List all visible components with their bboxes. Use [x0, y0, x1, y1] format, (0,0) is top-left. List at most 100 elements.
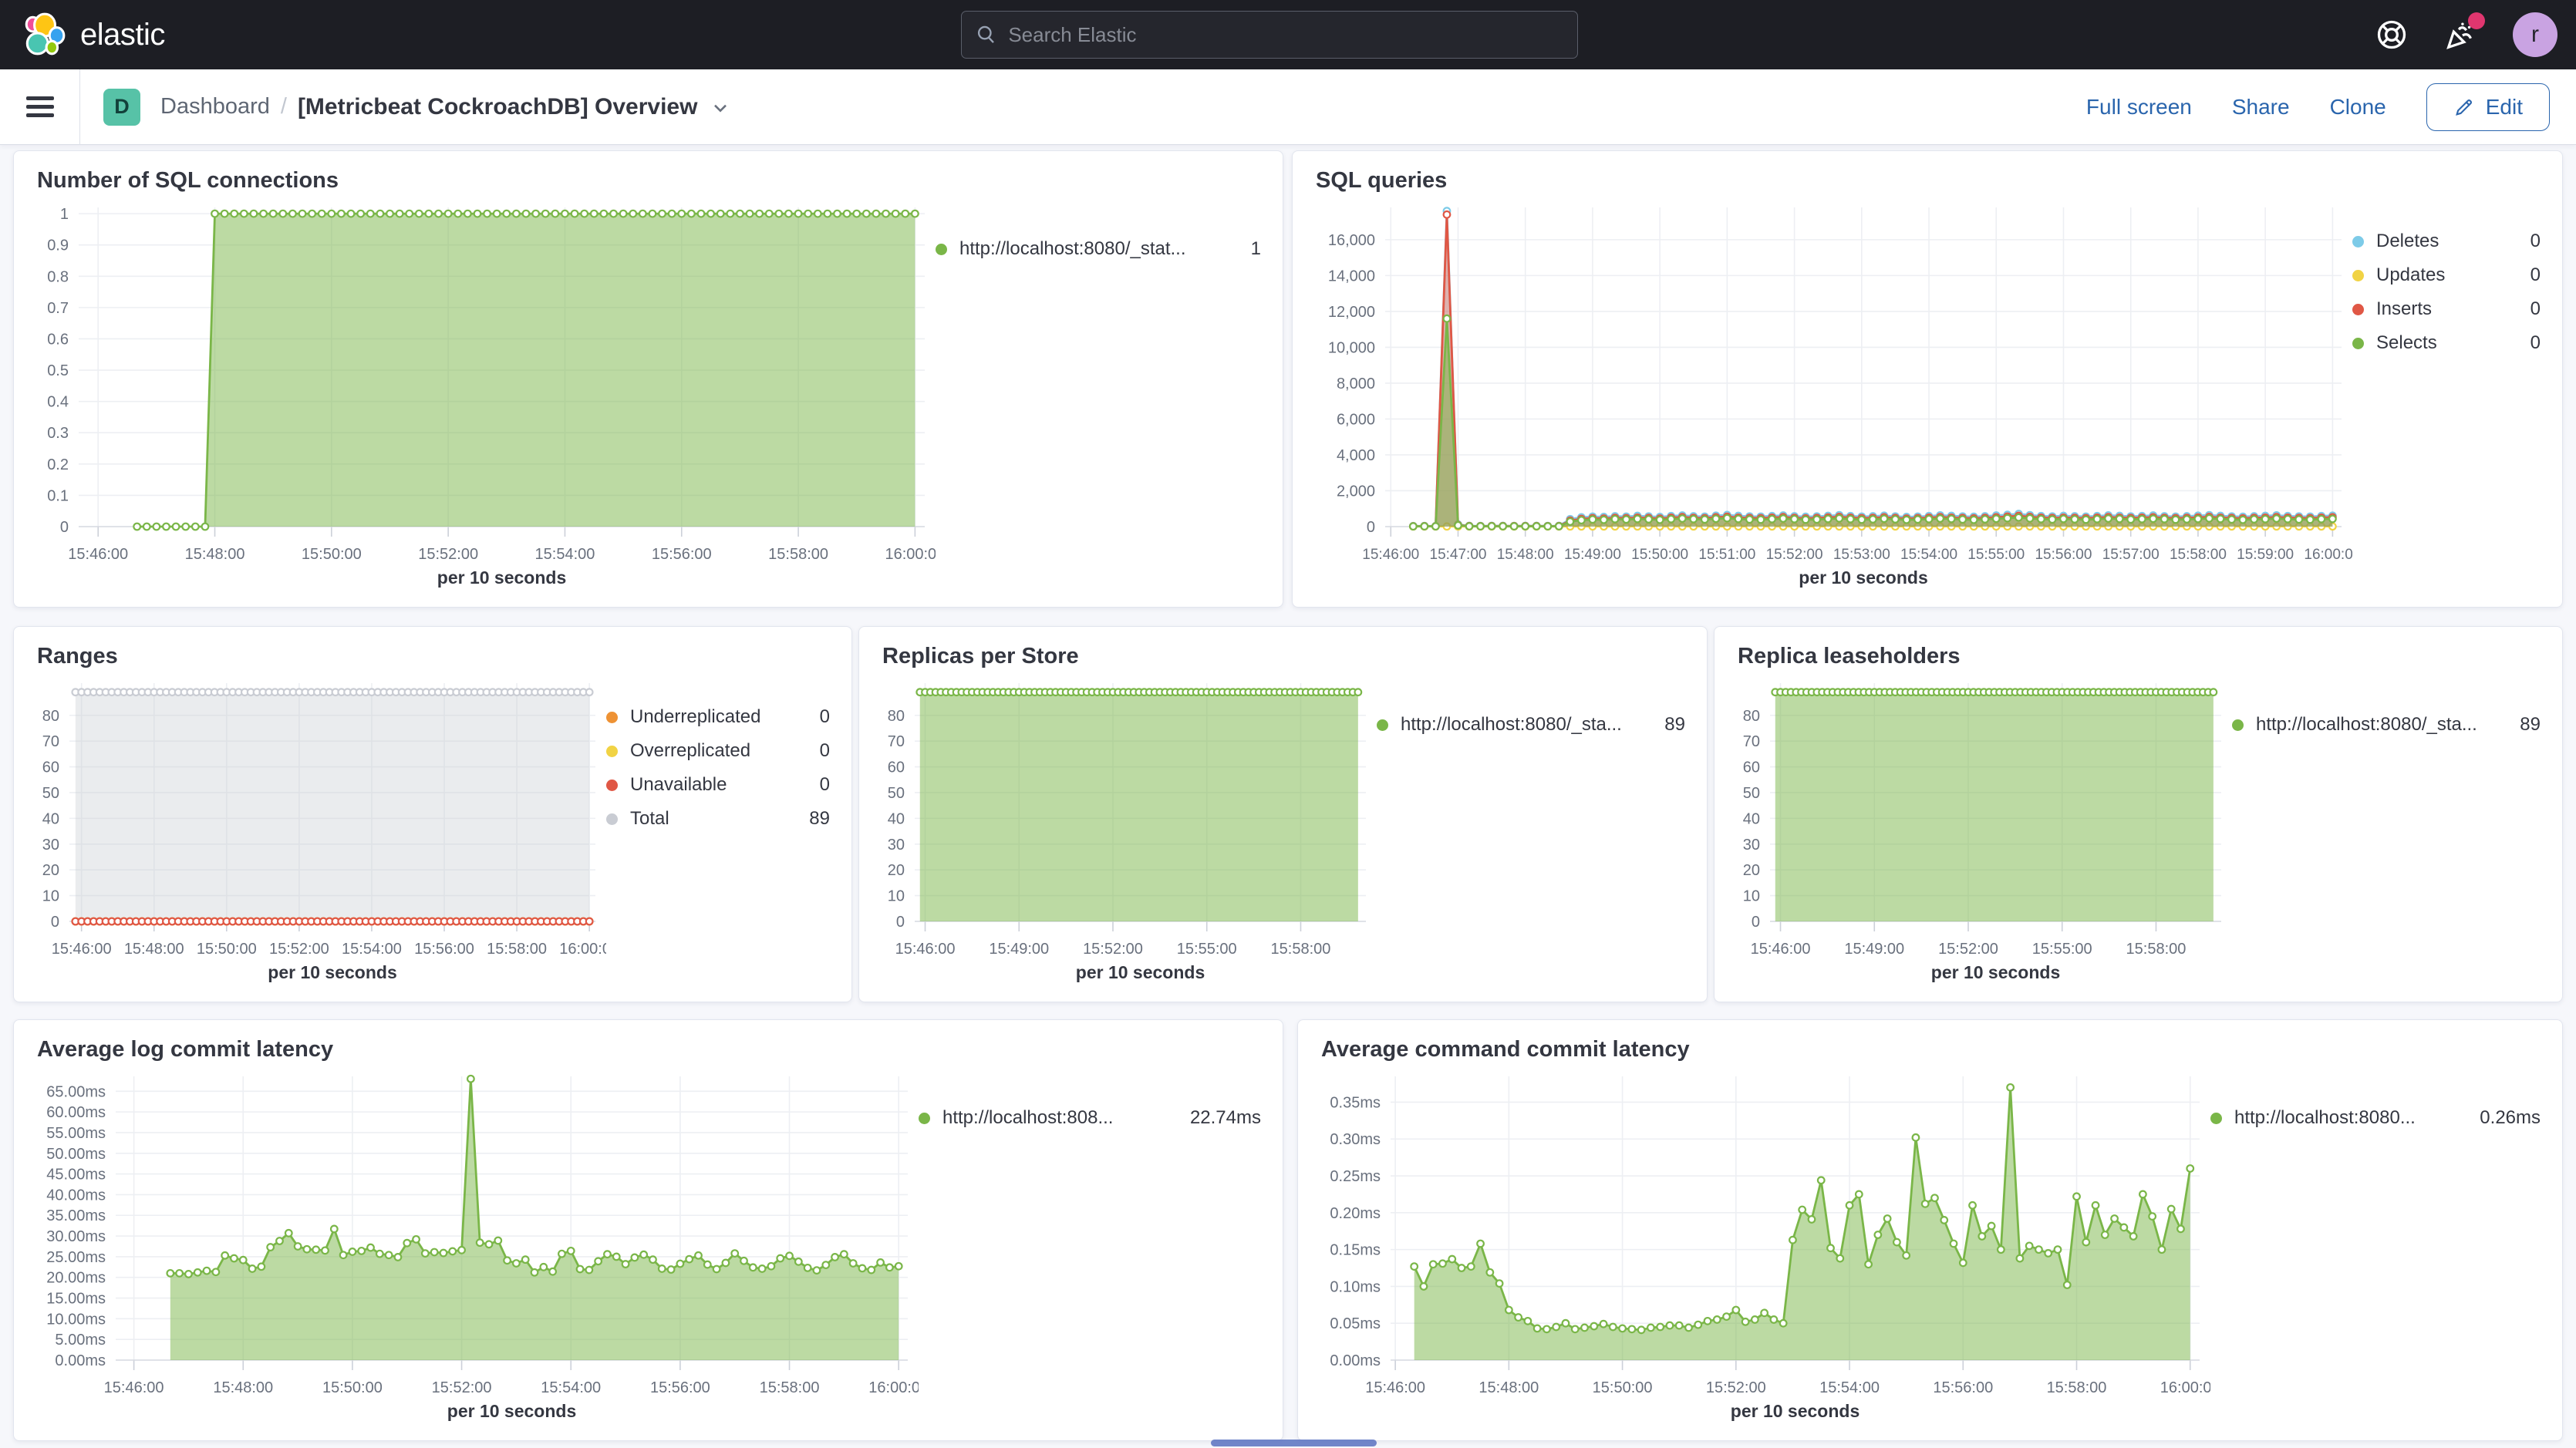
svg-text:15:52:00: 15:52:00	[269, 941, 329, 958]
elastic-logo[interactable]: elastic	[0, 11, 324, 59]
svg-text:15:51:00: 15:51:00	[1698, 547, 1755, 563]
chart-canvas-replica-leaseholders[interactable]: 15:46:00 15:49:00 15:52:00 15:55:00 15:58:00…	[1730, 672, 2232, 989]
svg-text:15:53:00: 15:53:00	[1833, 547, 1890, 563]
panel-number-of-sql-connections: Number of SQL connections 15:46:00 15:48:…	[13, 150, 1283, 608]
legend-item[interactable]: Deletes 0	[2352, 224, 2541, 258]
svg-text:per 10 seconds: per 10 seconds	[447, 1401, 576, 1421]
legend-item[interactable]: http://localhost:8080/_sta... 89	[2232, 708, 2541, 742]
brand-wordmark: elastic	[80, 17, 165, 52]
elastic-logo-icon	[25, 12, 66, 56]
legend-dot	[606, 745, 618, 757]
svg-text:30: 30	[42, 837, 59, 854]
global-search[interactable]	[961, 11, 1578, 59]
svg-text:16,000: 16,000	[1328, 232, 1375, 249]
svg-text:16:00:00: 16:00:00	[2304, 547, 2352, 563]
chart-canvas-command-commit-latency[interactable]: 15:46:00 15:48:00 15:50:00 15:52:00 15:54:00…	[1313, 1066, 2220, 1428]
search-input[interactable]	[1008, 22, 1563, 47]
svg-text:16:00:00: 16:00:00	[2160, 1379, 2210, 1396]
svg-text:15:52:00: 15:52:00	[1706, 1379, 1766, 1396]
svg-text:15:54:00: 15:54:00	[541, 1379, 601, 1396]
legend-value: 0	[2530, 231, 2541, 251]
svg-text:20.00ms: 20.00ms	[46, 1270, 106, 1287]
edit-button[interactable]: Edit	[2426, 83, 2550, 131]
legend-item[interactable]: http://localhost:808... 22.74ms	[919, 1101, 1261, 1135]
newsfeed-button[interactable]	[2443, 12, 2485, 52]
panel-title: Replicas per Store	[882, 644, 1079, 668]
help-button[interactable]	[2374, 17, 2409, 52]
legend-item[interactable]: Overreplicated 0	[606, 734, 830, 768]
svg-text:15:49:00: 15:49:00	[1844, 941, 1904, 958]
legend-label: http://localhost:8080/_sta...	[2256, 714, 2477, 735]
legend-item[interactable]: http://localhost:8080... 0.26ms	[2210, 1101, 2541, 1135]
svg-text:0.10ms: 0.10ms	[1330, 1278, 1381, 1295]
chart-canvas-sql-connections[interactable]: 15:46:00 15:48:00 15:50:00 15:52:00 15:54:00…	[29, 197, 945, 594]
svg-text:0.9: 0.9	[47, 237, 69, 254]
panel-average-log-commit-latency: Average log commit latency 15:46:00 15:48…	[13, 1019, 1283, 1441]
chart-canvas-sql-queries[interactable]: 15:46:00 15:47:00 15:48:00 15:49:00 15:50:00…	[1308, 197, 2361, 594]
panel-average-command-commit-latency: Average command commit latency 15:46:00 1…	[1297, 1019, 2563, 1441]
legend-dot	[2352, 269, 2364, 281]
svg-text:0: 0	[51, 914, 59, 931]
svg-text:0.5: 0.5	[47, 362, 69, 379]
legend-item[interactable]: Inserts 0	[2352, 292, 2541, 326]
legend-dot	[2232, 719, 2244, 731]
legend-label: http://localhost:8080/_stat...	[959, 238, 1186, 259]
share-link[interactable]: Share	[2231, 94, 2290, 119]
svg-text:15:46:00: 15:46:00	[1365, 1379, 1425, 1396]
svg-text:0.2: 0.2	[47, 456, 69, 473]
svg-text:8,000: 8,000	[1337, 375, 1375, 392]
horizontal-scrollbar-thumb[interactable]	[1211, 1440, 1377, 1446]
dashboard-badge: D	[103, 88, 140, 126]
chart-canvas-ranges[interactable]: 15:46:00 15:48:00 15:50:00 15:52:00 15:54:00…	[29, 672, 619, 989]
legend-value: 0	[2530, 298, 2541, 319]
svg-text:60: 60	[888, 759, 905, 776]
legend-item[interactable]: Selects 0	[2352, 326, 2541, 360]
breadcrumb-dashboard[interactable]: Dashboard	[160, 94, 270, 119]
clone-link[interactable]: Clone	[2329, 94, 2386, 119]
svg-text:15:58:00: 15:58:00	[2126, 941, 2187, 958]
legend-value: 0	[2530, 264, 2541, 285]
title-menu-button[interactable]	[710, 96, 731, 118]
user-avatar[interactable]: r	[2513, 12, 2557, 57]
svg-text:60.00ms: 60.00ms	[46, 1104, 106, 1121]
chart-legend: Underreplicated 0 Overreplicated 0 Unavailab…	[606, 672, 836, 989]
svg-text:15:59:00: 15:59:00	[2237, 547, 2294, 563]
hamburger-icon	[25, 92, 54, 123]
legend-item[interactable]: http://localhost:8080/_sta... 89	[1377, 708, 1685, 742]
main-menu-button[interactable]	[0, 69, 80, 145]
svg-text:15:55:00: 15:55:00	[1177, 941, 1237, 958]
svg-text:15:48:00: 15:48:00	[1497, 547, 1554, 563]
chart-canvas-log-commit-latency[interactable]: 15:46:00 15:48:00 15:50:00 15:52:00 15:54:00…	[29, 1066, 929, 1428]
legend-item[interactable]: Total 89	[606, 802, 830, 836]
svg-text:0: 0	[896, 914, 905, 931]
panel-ranges: Ranges 15:46:00 15:48:00 15:50:00 15:52:00 1…	[13, 626, 852, 1002]
chart-canvas-replicas-per-store[interactable]: 15:46:00 15:49:00 15:52:00 15:55:00 15:58:00…	[875, 672, 1377, 989]
svg-text:45.00ms: 45.00ms	[46, 1167, 106, 1184]
panel-title: Replica leaseholders	[1738, 644, 1961, 668]
svg-text:50: 50	[1743, 785, 1760, 802]
svg-text:0.20ms: 0.20ms	[1330, 1205, 1381, 1222]
full-screen-link[interactable]: Full screen	[2085, 94, 2192, 119]
party-popper-icon	[2446, 22, 2472, 49]
svg-text:40: 40	[42, 810, 59, 827]
svg-text:10.00ms: 10.00ms	[46, 1311, 106, 1328]
svg-text:15:52:00: 15:52:00	[1938, 941, 1998, 958]
legend-item[interactable]: http://localhost:8080/_stat... 1	[936, 232, 1261, 266]
legend-item[interactable]: Updates 0	[2352, 258, 2541, 292]
legend-value: 89	[809, 808, 830, 829]
legend-value: 89	[1664, 714, 1685, 735]
svg-text:80: 80	[1743, 708, 1760, 725]
svg-text:0.3: 0.3	[47, 425, 69, 442]
svg-text:15:48:00: 15:48:00	[213, 1379, 273, 1396]
svg-text:15.00ms: 15.00ms	[46, 1291, 106, 1308]
avatar-letter: r	[2531, 22, 2539, 47]
legend-item[interactable]: Underreplicated 0	[606, 700, 830, 734]
legend-label: http://localhost:808...	[942, 1107, 1114, 1128]
legend-item[interactable]: Unavailable 0	[606, 768, 830, 802]
svg-text:20: 20	[888, 862, 905, 879]
svg-text:15:56:00: 15:56:00	[2035, 547, 2092, 563]
svg-text:20: 20	[42, 862, 59, 879]
legend-label: http://localhost:8080/_sta...	[1401, 714, 1622, 735]
svg-text:15:48:00: 15:48:00	[1479, 1379, 1539, 1396]
svg-text:0.6: 0.6	[47, 331, 69, 348]
